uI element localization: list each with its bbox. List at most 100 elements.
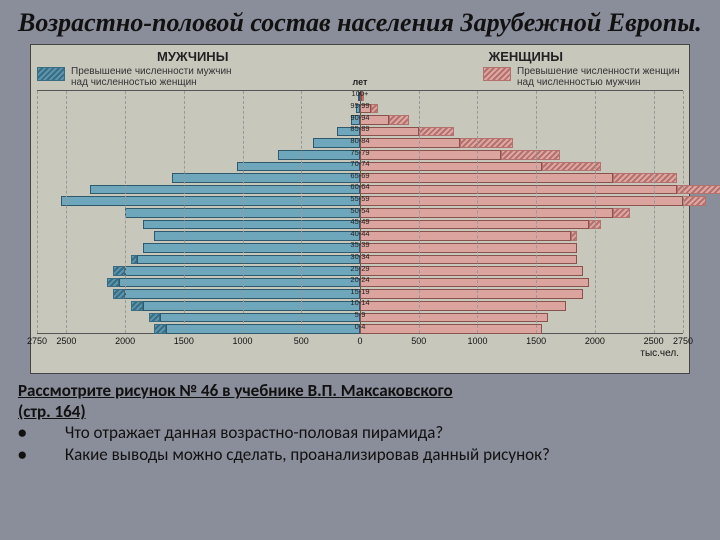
bar-male [160,313,360,323]
gridline [37,91,38,333]
bar-female [360,208,613,218]
age-bin-label: 0-4 [355,321,366,333]
bar-female-excess [419,127,454,137]
bar-female [360,266,583,276]
age-bin-label: 70-74 [350,158,369,170]
gridline [184,91,185,333]
legend-male-excess: Превышение численности мужчин над числен… [37,66,237,88]
age-bin-label: 20-24 [350,274,369,286]
x-axis: тыс.чел. 2750250020001500100050005001000… [37,334,683,364]
bar-male [143,220,360,230]
age-bin-label: 90-94 [350,112,369,124]
question-2: Какие выводы можно сделать, проанализиро… [65,444,550,465]
pyramid-plot: лет 100+95-9990-9485-8980-8475-7970-7465… [37,90,683,334]
legend-swatch-male [37,67,65,81]
x-tick: 2000 [585,336,605,346]
age-bin-label: 35-39 [350,239,369,251]
bar-male-excess [113,289,125,299]
legend-text-female: Превышение численности женщин над числен… [517,66,683,88]
x-tick: 500 [411,336,426,346]
legend-female-excess: Превышение численности женщин над числен… [483,66,683,88]
bar-female [360,289,583,299]
pyramid-figure: МУЖЧИНЫ ЖЕНЩИНЫ Превышение численности м… [30,44,690,374]
bar-female-excess [613,208,631,218]
age-bin-label: 95-99 [350,100,369,112]
bar-female [360,313,548,323]
question-1: Что отражает данная возрастно-половая пи… [65,422,443,443]
x-tick: 1500 [526,336,546,346]
gridline [595,91,596,333]
bar-male [137,255,360,265]
age-bin-label: 50-54 [350,205,369,217]
bar-male-excess [154,324,166,334]
caption-line1: Рассмотрите рисунок № 46 в учебнике В.П.… [18,380,453,401]
bar-male [237,162,360,172]
bar-female [360,278,589,288]
bar-female [360,301,566,311]
slide-title: Возрастно-половой состав населения Заруб… [18,8,702,38]
gridline [654,91,655,333]
caption-line2: (стр. 164) [18,401,86,422]
bullet-1: • [18,422,65,443]
age-bin-label: 15-19 [350,286,369,298]
gridline [477,91,478,333]
bar-male [172,173,360,183]
bar-female [360,162,542,172]
legend-text-male: Превышение численности мужчин над числен… [71,66,237,88]
bar-female [360,324,542,334]
bar-male [278,150,360,160]
bar-female-excess [460,138,513,148]
x-tick: 2750 [673,336,693,346]
bar-female [360,220,589,230]
bar-male-excess [149,313,161,323]
bar-female [360,255,577,265]
bar-male [143,243,360,253]
age-bin-label: 40-44 [350,228,369,240]
bar-female-excess [501,150,560,160]
caption-block: Рассмотрите рисунок № 46 в учебнике В.П.… [18,380,702,465]
gridline [536,91,537,333]
bar-female-excess [683,196,706,206]
x-tick: 2500 [56,336,76,346]
age-bin-label: 85-89 [350,123,369,135]
x-tick: 0 [357,336,362,346]
x-tick: 2750 [27,336,47,346]
age-bin-label: 65-69 [350,170,369,182]
bar-female-excess [613,173,678,183]
label-women: ЖЕНЩИНЫ [488,49,563,64]
x-tick: 1000 [467,336,487,346]
legend-swatch-female [483,67,511,81]
age-bin-label: 80-84 [350,135,369,147]
y-unit: лет [353,77,368,89]
bar-male [143,301,360,311]
bar-female [360,138,460,148]
bar-female [360,231,571,241]
age-bin-label: 100+ [352,88,369,100]
bar-male-excess [131,301,143,311]
age-bin-label: 30-34 [350,251,369,263]
age-bin-label: 45-49 [350,216,369,228]
bar-female [360,173,613,183]
gridline [419,91,420,333]
gridline [243,91,244,333]
gridline [683,91,684,333]
age-bin-label: 10-14 [350,297,369,309]
bar-male-excess [113,266,125,276]
x-unit: тыс.чел. [640,348,679,359]
bar-male [61,196,361,206]
bar-female-excess [542,162,601,172]
bar-female-excess [571,231,577,241]
bar-female [360,243,577,253]
label-men: МУЖЧИНЫ [157,49,228,64]
x-tick: 500 [294,336,309,346]
bar-female [360,185,677,195]
age-bin-label: 60-64 [350,181,369,193]
bar-female-excess [371,104,378,114]
bar-male [90,185,360,195]
x-tick: 1500 [174,336,194,346]
y-axis-labels: лет 100+95-9990-9485-8980-8475-7970-7465… [350,77,369,332]
gridline [66,91,67,333]
bar-female [360,150,501,160]
age-bin-label: 5-9 [355,309,366,321]
x-tick: 2000 [115,336,135,346]
